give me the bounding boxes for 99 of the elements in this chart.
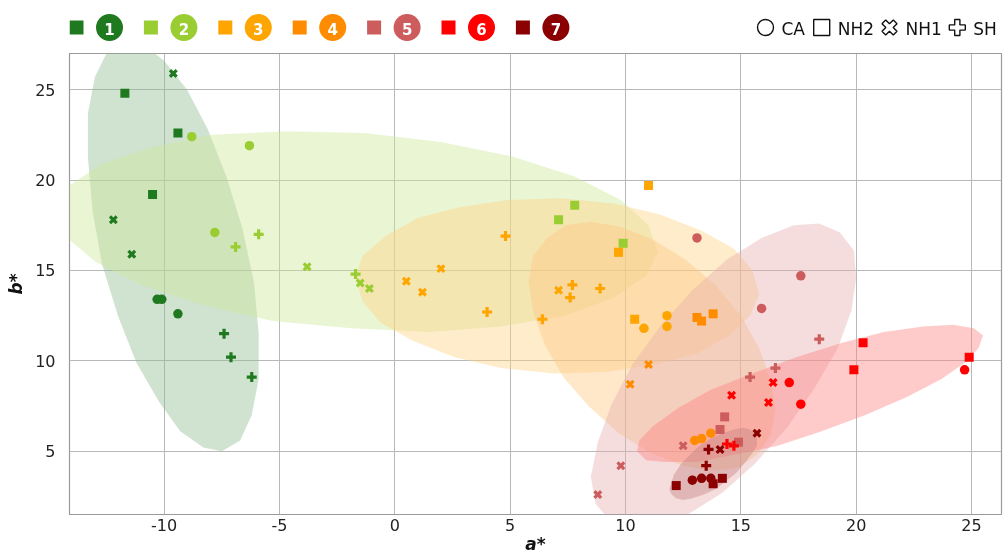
legend-label: 1 bbox=[104, 20, 115, 39]
point bbox=[535, 312, 550, 326]
x-tick-label: 25 bbox=[961, 515, 982, 535]
y-tick-label: 15 bbox=[35, 261, 56, 281]
point bbox=[644, 180, 654, 190]
point bbox=[752, 428, 762, 439]
legend-label: CA bbox=[781, 18, 806, 39]
point bbox=[959, 365, 970, 375]
point bbox=[168, 68, 179, 79]
point bbox=[625, 379, 636, 390]
point bbox=[554, 215, 564, 225]
point bbox=[245, 370, 259, 384]
point bbox=[708, 479, 718, 489]
point bbox=[570, 200, 580, 210]
point bbox=[435, 263, 446, 274]
x-tick-label: -5 bbox=[271, 515, 288, 535]
point bbox=[229, 240, 243, 254]
point bbox=[796, 399, 806, 409]
point bbox=[401, 276, 412, 287]
point bbox=[173, 128, 183, 138]
point bbox=[720, 437, 734, 451]
point bbox=[726, 390, 737, 401]
point bbox=[187, 131, 197, 142]
point bbox=[720, 412, 730, 422]
x-tick-label: 15 bbox=[730, 515, 751, 535]
legend-label: SH bbox=[973, 18, 997, 39]
y-tick-label: 20 bbox=[35, 171, 56, 191]
point bbox=[671, 481, 681, 491]
point bbox=[768, 377, 779, 388]
legend-label: 4 bbox=[327, 20, 338, 39]
point bbox=[812, 332, 826, 346]
point bbox=[210, 227, 220, 238]
point bbox=[592, 489, 603, 500]
x-tick-label: -10 bbox=[151, 515, 178, 535]
point bbox=[630, 314, 640, 324]
legend-label: 2 bbox=[178, 20, 190, 39]
point bbox=[302, 261, 313, 272]
x-axis-title: a* bbox=[525, 533, 546, 554]
y-axis-title: b* bbox=[6, 273, 27, 295]
y-tick-label: 10 bbox=[35, 351, 56, 371]
point bbox=[126, 249, 137, 260]
point bbox=[768, 361, 783, 375]
point bbox=[364, 283, 375, 294]
point bbox=[696, 433, 707, 444]
point bbox=[618, 238, 628, 248]
point bbox=[252, 227, 266, 241]
point bbox=[743, 370, 757, 384]
point bbox=[858, 338, 868, 348]
point bbox=[173, 309, 183, 319]
point bbox=[763, 397, 774, 408]
point bbox=[662, 321, 672, 332]
point bbox=[498, 229, 513, 243]
x-tick-label: 0 bbox=[389, 515, 400, 535]
point bbox=[563, 290, 577, 305]
point bbox=[593, 281, 607, 296]
point bbox=[108, 214, 119, 225]
point bbox=[849, 365, 859, 375]
point bbox=[244, 140, 255, 151]
legend-label: 6 bbox=[476, 20, 487, 39]
point bbox=[796, 271, 806, 281]
legend-label: 3 bbox=[253, 20, 264, 39]
x-tick-label: 20 bbox=[845, 515, 867, 535]
point bbox=[699, 459, 713, 473]
point bbox=[727, 439, 741, 453]
legend-label: NH2 bbox=[837, 18, 875, 39]
legend-label: 7 bbox=[550, 20, 562, 39]
point bbox=[756, 303, 767, 314]
point bbox=[706, 428, 716, 438]
point bbox=[696, 473, 707, 484]
legend-label: NH1 bbox=[905, 18, 942, 39]
point bbox=[639, 323, 649, 334]
point bbox=[553, 285, 564, 296]
point bbox=[615, 460, 626, 471]
point bbox=[715, 425, 725, 435]
point bbox=[417, 287, 428, 298]
point bbox=[224, 350, 238, 364]
point bbox=[784, 377, 795, 388]
point bbox=[148, 190, 158, 200]
point bbox=[964, 352, 974, 362]
point bbox=[697, 316, 707, 326]
point bbox=[708, 309, 718, 319]
legend-label: 5 bbox=[401, 20, 413, 39]
point bbox=[662, 310, 672, 321]
point bbox=[355, 278, 366, 289]
x-tick-label: 5 bbox=[505, 515, 516, 535]
point bbox=[614, 247, 624, 257]
y-tick-label: 25 bbox=[35, 80, 56, 100]
point bbox=[678, 440, 689, 451]
point bbox=[692, 233, 702, 243]
point bbox=[687, 475, 698, 485]
y-tick-label: 5 bbox=[45, 442, 56, 462]
point bbox=[217, 327, 231, 341]
x-tick-label: 10 bbox=[615, 515, 636, 535]
point bbox=[120, 88, 130, 98]
point bbox=[565, 278, 580, 292]
point bbox=[480, 305, 494, 319]
point bbox=[643, 359, 654, 370]
point bbox=[348, 267, 363, 281]
point bbox=[717, 473, 727, 483]
